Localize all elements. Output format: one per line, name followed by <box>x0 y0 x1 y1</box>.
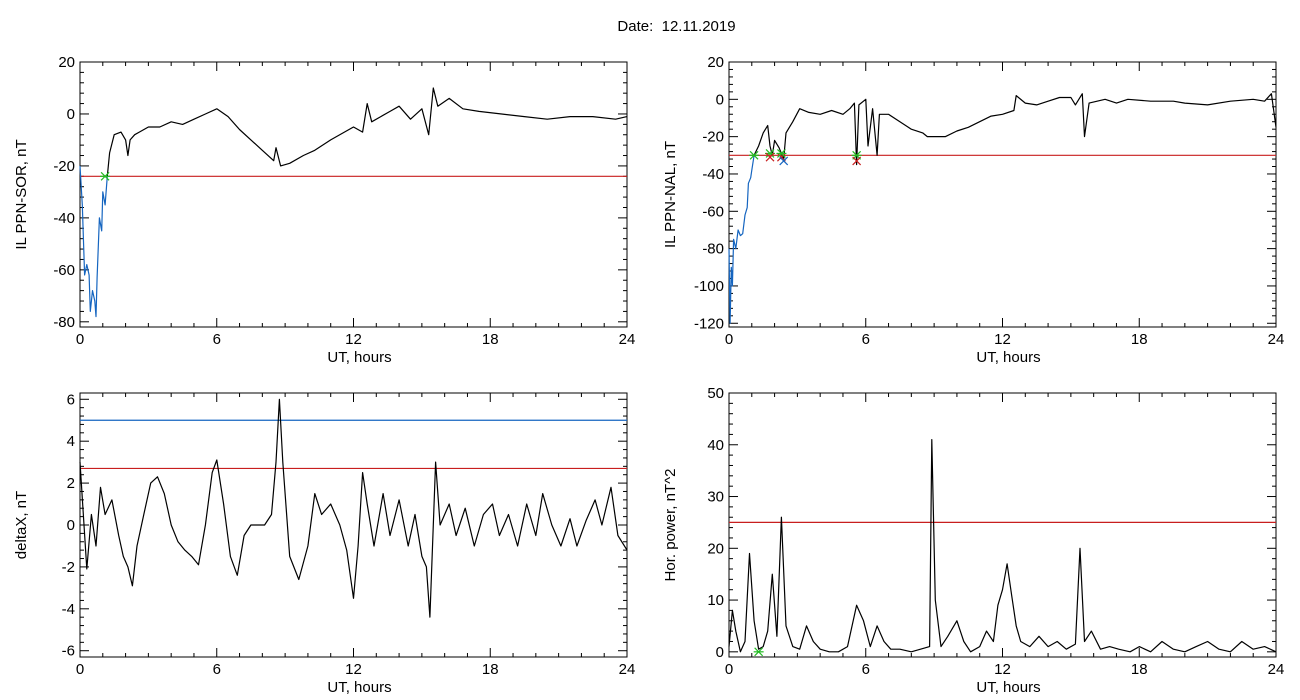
y-tick-label: 20 <box>707 540 724 557</box>
x-tick-label: 12 <box>345 331 362 348</box>
y-tick-label: -6 <box>62 643 75 660</box>
y-tick-label: 0 <box>716 644 724 661</box>
y-tick-label: 2 <box>67 475 75 492</box>
panel-il-ppn-nal: 0 6 12 18 24 -120 -100 -80 -60 -40 -20 0 20 UT, hours… <box>662 54 1284 366</box>
y-tick-label: 20 <box>58 54 75 71</box>
x-axis-label: UT, hours <box>327 679 391 696</box>
star-marker <box>776 149 787 158</box>
x-tick-label: 0 <box>725 661 733 678</box>
marker-stroke <box>779 156 789 166</box>
x-tick-label: 6 <box>213 661 221 678</box>
x-tick-label: 24 <box>619 331 636 348</box>
y-axis-label: Hor. power, nT^2 <box>662 469 679 582</box>
x-marker <box>852 156 862 166</box>
star-marker <box>753 647 764 657</box>
x-axis-label: UT, hours <box>976 349 1040 366</box>
data-series-line <box>106 87 628 177</box>
y-axis-label: deltaX, nT <box>13 491 30 559</box>
x-tick-label: 18 <box>1131 661 1148 678</box>
data-series-line <box>79 398 628 618</box>
marker-stroke <box>765 152 775 162</box>
x-tick-label: 6 <box>862 331 870 348</box>
marker-stroke <box>776 152 786 162</box>
y-tick-label: -100 <box>694 278 724 295</box>
x-tick-label: 18 <box>482 331 499 348</box>
x-tick-label: 0 <box>76 661 84 678</box>
x-marker <box>765 152 775 162</box>
y-tick-label: 50 <box>707 385 724 402</box>
y-tick-label: 30 <box>707 489 724 506</box>
y-tick-label: 0 <box>67 106 75 123</box>
y-tick-label: 10 <box>707 592 724 609</box>
y-tick-label: -4 <box>62 601 75 618</box>
x-tick-label: 12 <box>994 661 1011 678</box>
y-tick-label: 0 <box>67 517 75 534</box>
y-tick-label: -40 <box>702 166 724 183</box>
plot-frame <box>728 392 1277 658</box>
y-tick-label: -60 <box>702 203 724 220</box>
y-tick-label: -80 <box>702 241 724 258</box>
x-tick-label: 18 <box>482 661 499 678</box>
chart-date-title: Date: 12.11.2019 <box>0 18 1300 35</box>
star-marker <box>749 150 760 160</box>
y-tick-label: -120 <box>694 315 724 332</box>
y-tick-label: -20 <box>702 129 724 146</box>
x-tick-label: 24 <box>619 661 636 678</box>
data-series-line-blue <box>728 155 755 324</box>
y-tick-label: 6 <box>67 391 75 408</box>
data-series-line <box>753 93 1277 166</box>
x-tick-label: 6 <box>862 661 870 678</box>
date-value: 12.11.2019 <box>661 18 736 35</box>
plot-frame <box>79 392 628 658</box>
y-tick-label: 4 <box>67 433 75 450</box>
x-tick-label: 12 <box>994 331 1011 348</box>
x-axis-label: UT, hours <box>976 679 1040 696</box>
data-series-line <box>728 439 1277 653</box>
x-axis-label: UT, hours <box>327 349 391 366</box>
date-label: Date: <box>617 18 654 35</box>
x-tick-label: 24 <box>1268 331 1285 348</box>
y-axis-label: IL PPN-SOR, nT <box>13 139 30 249</box>
plot-frame <box>728 61 1277 328</box>
y-tick-label: -20 <box>53 158 75 175</box>
y-tick-label: -40 <box>53 210 75 227</box>
x-tick-label: 18 <box>1131 331 1148 348</box>
marker-stroke <box>852 156 862 166</box>
data-series-line-blue <box>79 165 108 318</box>
y-tick-label: -60 <box>53 262 75 279</box>
x-tick-label: 12 <box>345 661 362 678</box>
y-tick-label: 0 <box>716 91 724 108</box>
y-tick-label: 20 <box>707 54 724 71</box>
star-marker <box>100 171 111 181</box>
x-tick-label: 6 <box>213 331 221 348</box>
y-tick-label: -80 <box>53 314 75 331</box>
x-tick-label: 0 <box>76 331 84 348</box>
plot-frame <box>79 61 628 328</box>
panel-hor-power: 0 6 12 18 24 0 10 20 30 40 50 UT, hours Hor. power, … <box>662 385 1284 696</box>
y-tick-label: -2 <box>62 559 75 576</box>
x-marker <box>779 156 789 166</box>
x-tick-label: 0 <box>725 331 733 348</box>
panel-il-ppn-sor: 0 6 12 18 24 -80 -60 -40 -20 0 20 UT, hours IL PPN-S… <box>13 54 635 366</box>
x-tick-label: 24 <box>1268 661 1285 678</box>
y-tick-label: 40 <box>707 437 724 454</box>
y-axis-label: IL PPN-NAL, nT <box>662 141 679 248</box>
